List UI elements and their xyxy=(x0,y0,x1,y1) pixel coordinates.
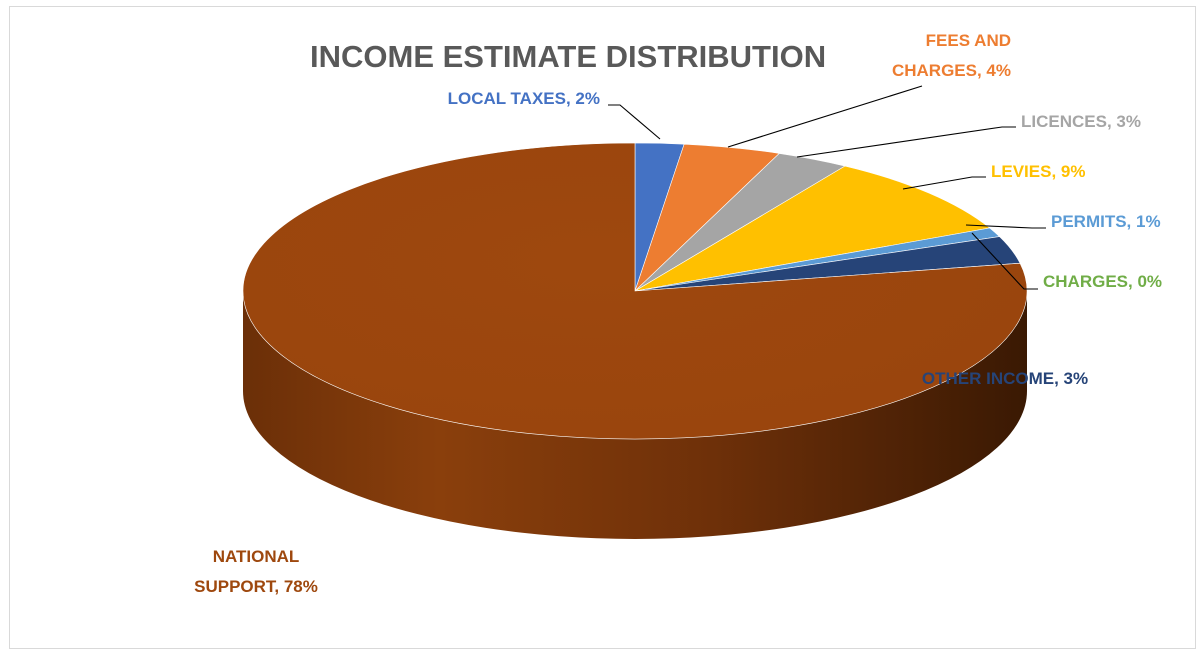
data-label-permits: PERMITS, 1% xyxy=(1051,212,1161,231)
data-label-fees-and-charges: FEES AND CHARGES, 4% xyxy=(892,31,1011,80)
leader-line-permits xyxy=(965,224,1046,229)
leader-line-licences xyxy=(796,126,1016,158)
pie-side-wall-face xyxy=(243,291,1027,539)
income-pie-chart: INCOME ESTIMATE DISTRIBUTION LOCAL TAXES… xyxy=(194,31,1162,596)
pie-side-wall xyxy=(243,291,1027,539)
leader-lines xyxy=(608,85,1046,290)
slice-levies xyxy=(634,165,991,292)
leader-line-levies xyxy=(902,176,986,190)
slice-national-support xyxy=(242,142,1028,440)
data-label-licences: LICENCES, 3% xyxy=(1021,112,1141,131)
pie-slices xyxy=(242,142,1028,440)
data-label-national-support: NATIONAL SUPPORT, 78% xyxy=(194,547,318,596)
data-labels: LOCAL TAXES, 2% FEES AND CHARGES, 4% LICENC… xyxy=(194,31,1162,596)
data-label-local-taxes: LOCAL TAXES, 2% xyxy=(448,89,600,108)
data-label-charges: CHARGES, 0% xyxy=(1043,272,1162,291)
leader-line-charges xyxy=(971,232,1038,290)
data-label-other-income: OTHER INCOME, 3% xyxy=(922,369,1088,388)
leader-line-local-taxes xyxy=(608,104,661,140)
chart-title: INCOME ESTIMATE DISTRIBUTION xyxy=(310,39,826,74)
data-label-levies: LEVIES, 9% xyxy=(991,162,1085,181)
chart-area: INCOME ESTIMATE DISTRIBUTION LOCAL TAXES… xyxy=(9,6,1196,649)
leader-line-fees-and-charges xyxy=(727,85,923,148)
